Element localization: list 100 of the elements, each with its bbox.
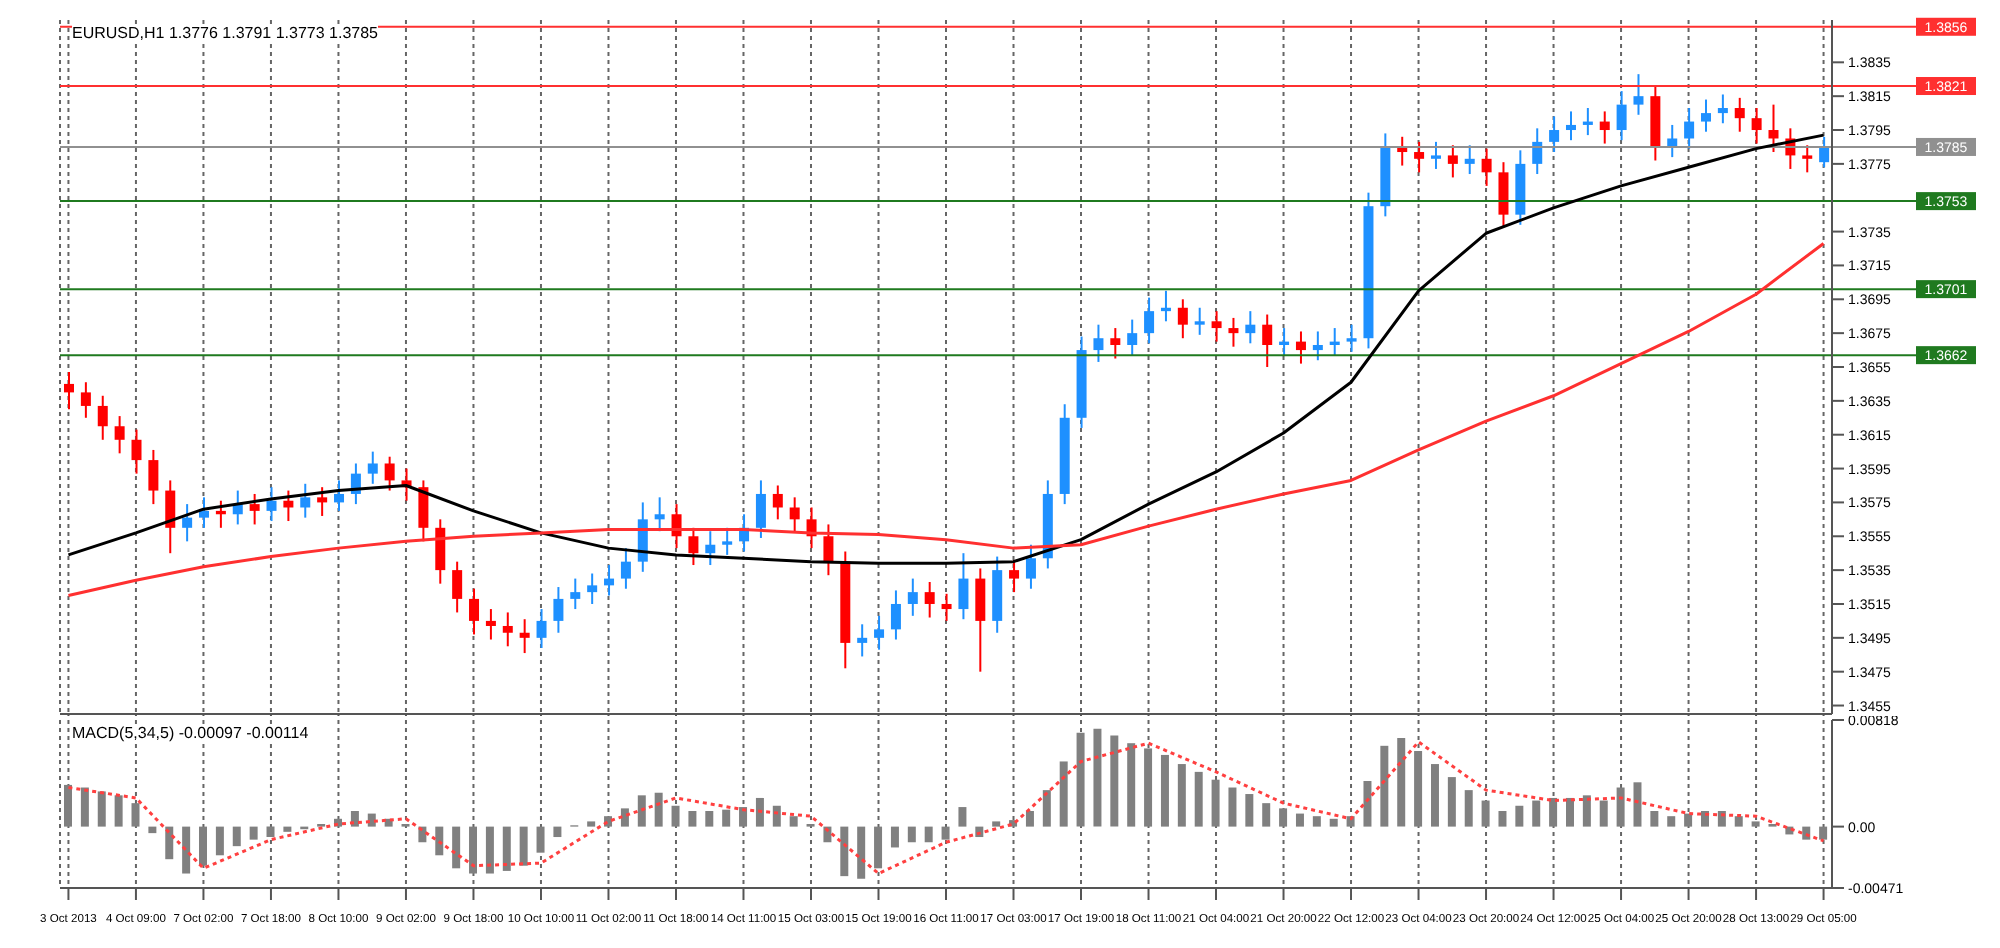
bar [789, 816, 798, 827]
bar [739, 807, 748, 827]
bar [1397, 737, 1406, 827]
bar [1498, 810, 1507, 827]
candlestick [587, 572, 598, 605]
bar [1717, 810, 1726, 827]
candlestick [114, 415, 125, 455]
candlestick [80, 381, 91, 419]
bar [958, 807, 967, 827]
candlestick [1498, 161, 1509, 228]
candlestick [165, 479, 176, 555]
bar [1025, 810, 1034, 827]
candlestick [688, 526, 699, 567]
bar [1295, 813, 1304, 827]
line-series [66, 133, 1826, 565]
candlestick [1312, 330, 1323, 362]
bar [1380, 745, 1389, 827]
bar [114, 795, 123, 827]
bar [890, 826, 899, 848]
bar [536, 826, 545, 853]
candlestick [874, 614, 885, 651]
bar [215, 826, 224, 856]
candlestick [1110, 327, 1121, 360]
candlestick [941, 592, 952, 622]
bar [992, 821, 1001, 827]
bar [519, 826, 528, 866]
bar [1262, 803, 1271, 827]
candlestick [1481, 147, 1492, 187]
candlestick [722, 526, 733, 556]
bar [587, 821, 596, 827]
candlestick [384, 455, 395, 492]
bar [1177, 764, 1186, 827]
candlestick [857, 623, 868, 658]
bar [1734, 816, 1743, 827]
candlestick [1802, 144, 1813, 174]
candlestick [1667, 123, 1678, 159]
candlestick [1414, 140, 1425, 174]
bar [705, 810, 714, 827]
candlestick [182, 503, 193, 543]
bar [1093, 728, 1102, 827]
candlestick [1295, 330, 1306, 365]
candlestick [1464, 144, 1475, 176]
candlestick [1768, 103, 1779, 154]
bar [485, 826, 494, 874]
bar [1363, 781, 1372, 827]
candlestick [1194, 306, 1205, 336]
bar [199, 826, 208, 866]
bar [1110, 735, 1119, 827]
candlestick [924, 580, 935, 619]
bar [907, 826, 916, 843]
bar [182, 826, 191, 874]
candlestick [1093, 323, 1104, 363]
bar [350, 810, 359, 827]
candlestick [823, 523, 834, 577]
line-series [66, 740, 1826, 876]
bar [772, 805, 781, 827]
candlestick [1177, 298, 1188, 340]
candlestick [772, 484, 783, 521]
bar [1481, 800, 1490, 827]
candlestick [452, 560, 463, 614]
bar [165, 826, 174, 860]
chart-title: MACD(5,34,5) -0.00097 -0.00114 [72, 724, 309, 742]
chart-title: EURUSD,H1 1.3776 1.3791 1.3773 1.3785 [72, 24, 378, 42]
candlestick [1262, 313, 1273, 368]
candlestick [1549, 115, 1560, 154]
candlestick [1633, 73, 1644, 116]
bar [1245, 794, 1254, 827]
candlestick [705, 530, 716, 567]
bar [232, 826, 241, 847]
bar [64, 784, 72, 827]
candlestick [536, 608, 547, 649]
candlestick [570, 577, 581, 611]
bar [553, 826, 562, 838]
bar [452, 826, 461, 869]
bar [1211, 779, 1220, 827]
candlestick [1684, 107, 1695, 150]
candlestick [435, 518, 446, 585]
bar [1160, 754, 1169, 827]
bar [1616, 787, 1625, 827]
candlestick [469, 587, 480, 636]
candlestick [249, 492, 260, 526]
bar [755, 797, 764, 827]
candlestick [97, 394, 108, 441]
candlestick [1751, 107, 1762, 145]
candlestick [654, 496, 665, 533]
candlestick [1616, 90, 1627, 142]
bar [1819, 826, 1828, 840]
bar [1633, 782, 1642, 827]
candlestick [519, 618, 530, 655]
bar [1228, 787, 1237, 827]
bar [1515, 805, 1524, 827]
bar [1076, 732, 1085, 827]
bar [131, 803, 140, 827]
candlestick [266, 486, 277, 523]
bar [1565, 797, 1574, 827]
candlestick [1599, 110, 1610, 145]
line-series [66, 241, 1826, 598]
candlestick [907, 577, 918, 617]
bar [1059, 761, 1068, 827]
bar [840, 826, 849, 877]
